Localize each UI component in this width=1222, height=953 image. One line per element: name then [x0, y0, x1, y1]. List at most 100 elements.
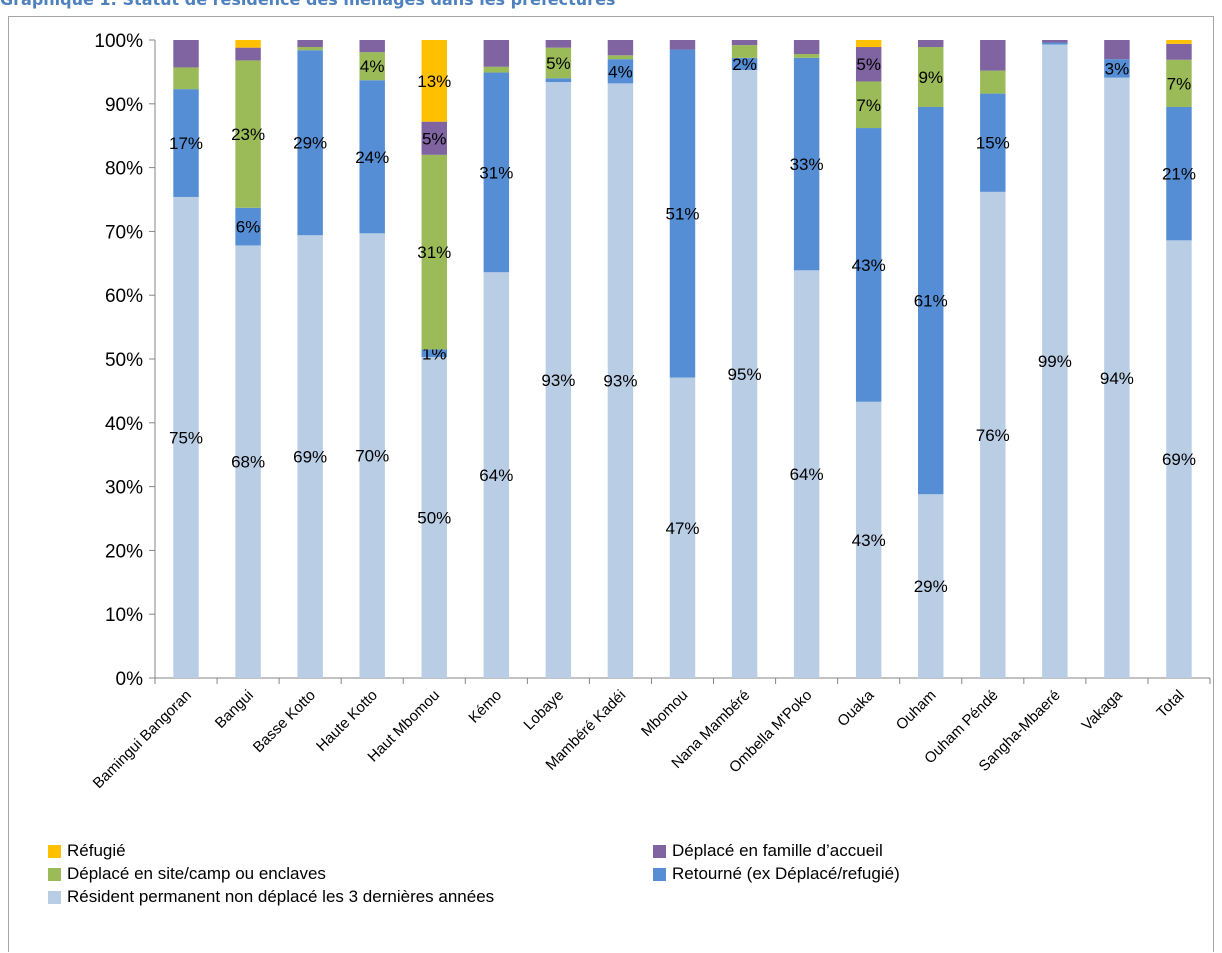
bar-segment [731, 45, 758, 58]
legend-label: Résident permanent non déplacé les 3 der… [67, 887, 495, 906]
bar-segment [1166, 240, 1192, 678]
y-tick-label: 60% [105, 286, 143, 307]
bar-segment [297, 40, 323, 48]
data-label: 95% [728, 365, 762, 384]
data-label: 33% [790, 155, 824, 174]
data-label: 5% [546, 54, 571, 73]
bar-segment [1042, 42, 1068, 45]
data-label: 94% [1100, 369, 1134, 388]
data-label: 4% [360, 57, 385, 76]
bar-segment [235, 40, 261, 48]
bar-segment [793, 57, 820, 271]
bar-segment [855, 401, 882, 678]
bar-segment [793, 54, 820, 58]
bar-segment [421, 40, 447, 122]
bar-segment [421, 357, 447, 678]
data-label: 23% [231, 125, 265, 144]
y-tick-label: 100% [94, 31, 143, 52]
bar-segment [421, 154, 447, 350]
bar-segment [669, 49, 696, 378]
x-category-label: Vakaga [1079, 686, 1127, 734]
legend-swatch [48, 867, 61, 881]
legend-item: Réfugié [48, 841, 126, 861]
bar-segment [1166, 40, 1192, 44]
bar-segment [855, 47, 882, 82]
bar-segment [483, 66, 510, 73]
x-category-label: Lobaye [520, 687, 567, 734]
legend-swatch [48, 890, 61, 904]
y-tick-label: 30% [105, 478, 143, 499]
x-category-label: Bamingui Bangoran [90, 687, 195, 792]
bar-segment [359, 80, 385, 234]
bar-segment [607, 40, 634, 56]
data-label: 43% [852, 256, 886, 275]
bar-segment [607, 83, 634, 678]
bar-segment [669, 377, 696, 678]
legend-label: Déplacé en site/camp ou enclaves [67, 864, 326, 883]
bar-segment [235, 47, 261, 61]
data-label: 61% [914, 292, 948, 311]
legend-item: Retourné (ex Déplacé/refugié) [653, 864, 900, 884]
bar-segment [980, 93, 1006, 192]
data-label: 64% [479, 466, 513, 485]
bar-segment [1104, 59, 1130, 78]
bar-segment [1104, 77, 1130, 679]
bar-segment [483, 272, 510, 678]
data-label: 93% [603, 372, 637, 391]
y-tick-label: 80% [105, 159, 143, 180]
bar-segment [918, 494, 944, 678]
data-label: 64% [790, 465, 824, 484]
data-label: 70% [355, 447, 389, 466]
data-label: 5% [856, 55, 881, 74]
bar-segment [980, 70, 1006, 94]
bar-segment [359, 233, 385, 678]
legend-item: Déplacé en famille d’accueil [653, 841, 883, 861]
data-label: 15% [976, 134, 1010, 153]
bar-segment [1166, 106, 1192, 241]
data-label: 6% [236, 218, 261, 237]
bar-segment [855, 81, 882, 129]
data-label: 31% [479, 163, 513, 182]
bar-segment [235, 245, 261, 678]
legend-label: Retourné (ex Déplacé/refugié) [672, 864, 900, 883]
bar-segment [855, 40, 882, 48]
legend-item: Déplacé en site/camp ou enclaves [48, 864, 326, 884]
bar-segment [359, 52, 385, 81]
bar-segment [545, 40, 572, 48]
legend-label: Réfugié [67, 841, 126, 860]
bar-segment [173, 89, 199, 197]
data-label: 50% [417, 509, 451, 528]
bar-segment [483, 72, 510, 273]
data-label: 13% [417, 72, 451, 91]
x-category-label: Bangui [212, 687, 257, 732]
bar-segment [918, 40, 944, 48]
bar-segment [297, 50, 323, 236]
bar-segment [545, 82, 572, 678]
data-label: 93% [541, 371, 575, 390]
legend-swatch [653, 844, 666, 858]
bar-segment [731, 57, 758, 70]
data-label: 7% [856, 96, 881, 115]
bar-segment [421, 121, 447, 155]
legend-swatch [653, 867, 666, 881]
data-label: 31% [417, 243, 451, 262]
data-label: 51% [665, 205, 699, 224]
x-category-label: Mbomou [638, 687, 691, 740]
data-label: 2% [732, 55, 757, 74]
legend-label: Déplacé en famille d’accueil [672, 841, 883, 860]
bar-segment [235, 207, 261, 246]
bar-segment [669, 40, 696, 50]
x-category-label: Ouaka [834, 686, 878, 730]
bar-segment [1042, 40, 1068, 43]
x-category-label: Kémo [465, 687, 505, 727]
y-tick-label: 40% [105, 414, 143, 435]
bar-segment [793, 40, 820, 55]
bar-segment [980, 191, 1006, 678]
data-label: 24% [355, 148, 389, 167]
bar-segment [855, 128, 882, 402]
bar-segment [545, 47, 572, 79]
y-tick-label: 70% [105, 222, 143, 243]
x-category-label: Basse Kotto [250, 687, 319, 756]
bar-segment [483, 40, 510, 67]
bar-segment [1104, 40, 1130, 60]
